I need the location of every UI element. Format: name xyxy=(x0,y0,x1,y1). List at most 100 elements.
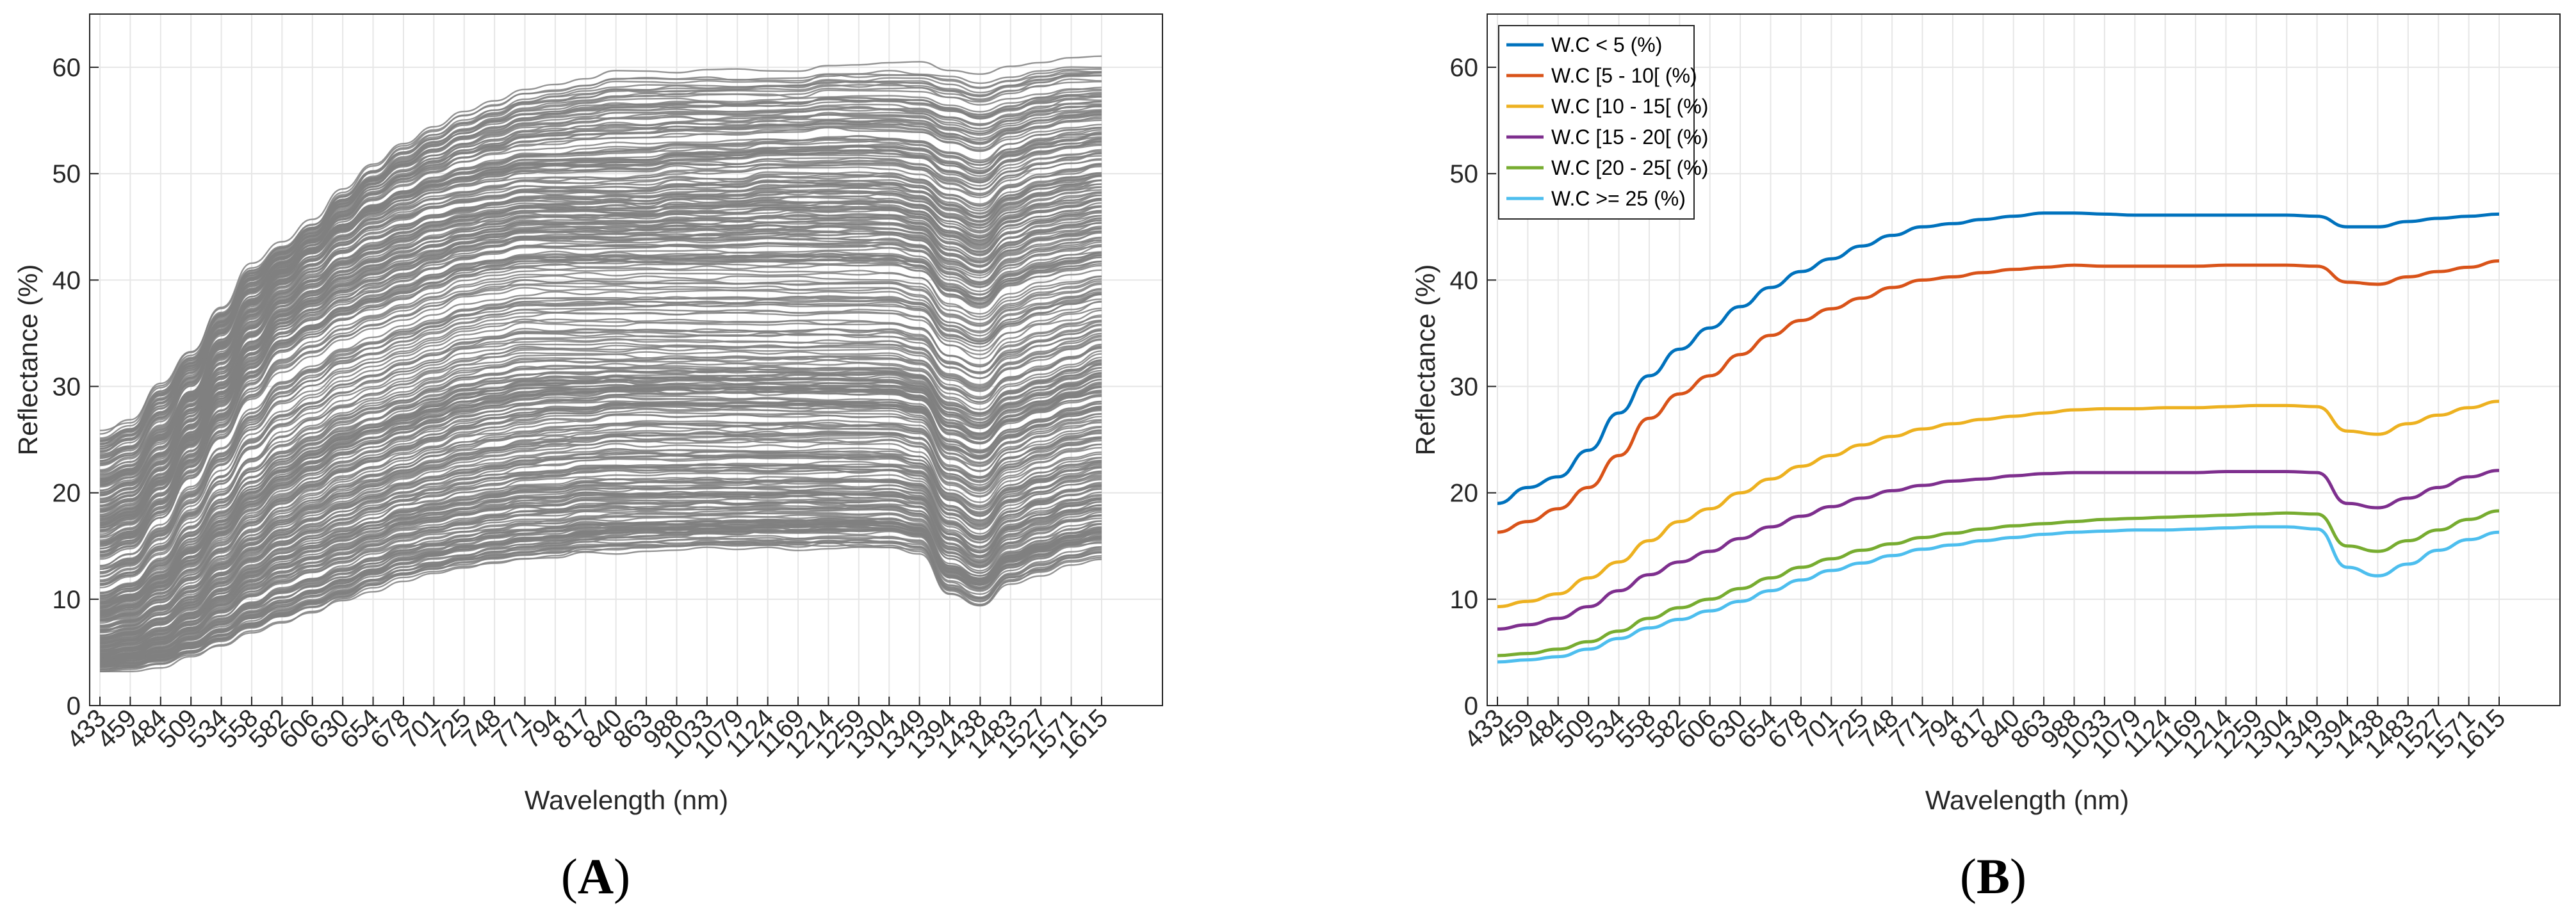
spectrum-line xyxy=(99,413,1102,626)
spectrum-line xyxy=(99,323,1102,586)
spectrum-line xyxy=(99,307,1102,570)
y-tick-label: 0 xyxy=(67,692,81,720)
spectrum-line xyxy=(99,421,1102,632)
spectrum-line xyxy=(99,450,1102,638)
y-ticks-a: 0 10 20 30 40 50 60 xyxy=(53,54,99,720)
x-ticks-b: 4334594845095345585826066306546787017257… xyxy=(1459,697,2511,764)
y-tick-label: 30 xyxy=(1450,373,1479,401)
spectrum-line xyxy=(99,435,1102,640)
spectrum-line xyxy=(99,252,1102,550)
y-axis-label-a: Reflectance (%) xyxy=(13,264,43,456)
spectrum-line xyxy=(99,81,1102,453)
spectrum-line xyxy=(99,133,1102,486)
spectrum-line xyxy=(99,378,1102,615)
spectrum-line xyxy=(99,298,1102,569)
x-ticks-a: 4334594845095345585826066306546787017257… xyxy=(61,697,1113,764)
spectrum-line xyxy=(99,405,1102,621)
spectrum-line xyxy=(99,519,1102,662)
spectrum-line xyxy=(99,430,1102,633)
panel-label-a-open: ( xyxy=(561,848,578,904)
spectrum-line xyxy=(99,116,1102,473)
legend-entry: W.C < 5 (%) xyxy=(1551,33,1662,56)
spectrum-line xyxy=(99,360,1102,603)
spectrum-line xyxy=(99,250,1102,545)
chart-panel-b: 0 10 20 30 40 50 60 43345948450953455858260663… xyxy=(1410,13,2561,904)
spectrum-line xyxy=(99,74,1102,441)
spectrum-line xyxy=(99,113,1102,465)
spectrum-line xyxy=(99,75,1102,448)
spectrum-line xyxy=(99,318,1102,578)
spectrum-line xyxy=(99,119,1102,459)
x-axis-label-b: Wavelength (nm) xyxy=(1925,785,2129,815)
spectrum-line xyxy=(99,542,1102,668)
spectrum-line xyxy=(99,328,1102,582)
panel-label-b: (B) xyxy=(1960,848,2026,904)
x-axis-label-a: Wavelength (nm) xyxy=(525,785,728,815)
y-tick-label: 50 xyxy=(53,160,81,188)
y-tick-label: 40 xyxy=(53,266,81,295)
spectrum-line xyxy=(99,339,1102,588)
spectrum-line xyxy=(99,464,1102,644)
spectrum-line xyxy=(99,343,1102,597)
spectrum-line xyxy=(99,222,1102,532)
legend-box xyxy=(1498,25,1695,220)
spectrum-line xyxy=(99,194,1102,507)
spectrum-line xyxy=(99,163,1102,501)
y-tick-label: 60 xyxy=(53,54,81,82)
panel-label-a: (A) xyxy=(561,848,630,904)
y-tick-label: 0 xyxy=(1464,692,1478,720)
legend-entry: W.C [20 - 25[ (%) xyxy=(1551,156,1708,179)
y-tick-label: 20 xyxy=(53,480,81,508)
spectrum-line xyxy=(99,225,1102,535)
spectrum-line xyxy=(99,403,1102,622)
y-axis-label-b: Reflectance (%) xyxy=(1410,264,1440,456)
spectrum-line xyxy=(99,468,1102,649)
panel-label-a-close: ) xyxy=(614,848,630,904)
spectrum-line xyxy=(99,163,1102,492)
spectrum-line xyxy=(99,202,1102,517)
spectrum-line xyxy=(99,453,1102,645)
spectrum-line xyxy=(99,375,1102,605)
spectrum-line xyxy=(99,484,1102,659)
series-line-4 xyxy=(1497,509,2500,658)
y-tick-label: 20 xyxy=(1450,480,1479,508)
spectrum-line xyxy=(99,143,1102,476)
legend-entry: W.C [10 - 15[ (%) xyxy=(1551,95,1708,118)
spectrum-line xyxy=(99,287,1102,557)
spectrum-line xyxy=(99,71,1102,442)
plot-frame-a xyxy=(89,13,1163,706)
spectrum-line xyxy=(99,346,1102,594)
spectrum-line xyxy=(99,172,1102,496)
spectrum-line xyxy=(99,279,1102,558)
legend-b: W.C < 5 (%) W.C [5 - 10[ (%) W.C [10 - 15[… xyxy=(1498,25,1708,220)
spectrum-line xyxy=(99,260,1102,547)
spectrum-line xyxy=(99,484,1102,656)
series-lines-b xyxy=(1497,211,2500,664)
series-line-3 xyxy=(1497,469,2500,631)
spectrum-line xyxy=(99,293,1102,574)
series-line-2 xyxy=(1497,400,2500,608)
spectrum-line xyxy=(99,332,1102,585)
spectrum-line xyxy=(99,111,1102,459)
spectrum-line xyxy=(99,319,1102,583)
spectrum-line xyxy=(99,133,1102,464)
spectrum-line xyxy=(99,413,1102,624)
spectrum-line xyxy=(99,241,1102,541)
spectrum-line xyxy=(99,433,1102,631)
spectrum-line xyxy=(99,537,1102,668)
spectrum-line xyxy=(99,491,1102,649)
panel-label-a-letter: A xyxy=(578,848,614,904)
spectrum-line xyxy=(99,105,1102,462)
y-tick-label: 30 xyxy=(53,373,81,401)
spectra-lines-a xyxy=(99,55,1102,673)
legend-entry: W.C [5 - 10[ (%) xyxy=(1551,64,1697,87)
spectrum-line xyxy=(99,504,1102,661)
spectrum-line xyxy=(99,284,1102,556)
spectrum-line xyxy=(99,364,1102,615)
spectrum-line xyxy=(99,505,1102,661)
spectrum-line xyxy=(99,269,1102,552)
series-line-5 xyxy=(1497,525,2500,664)
spectrum-line xyxy=(99,400,1102,618)
spectrum-line xyxy=(99,293,1102,573)
